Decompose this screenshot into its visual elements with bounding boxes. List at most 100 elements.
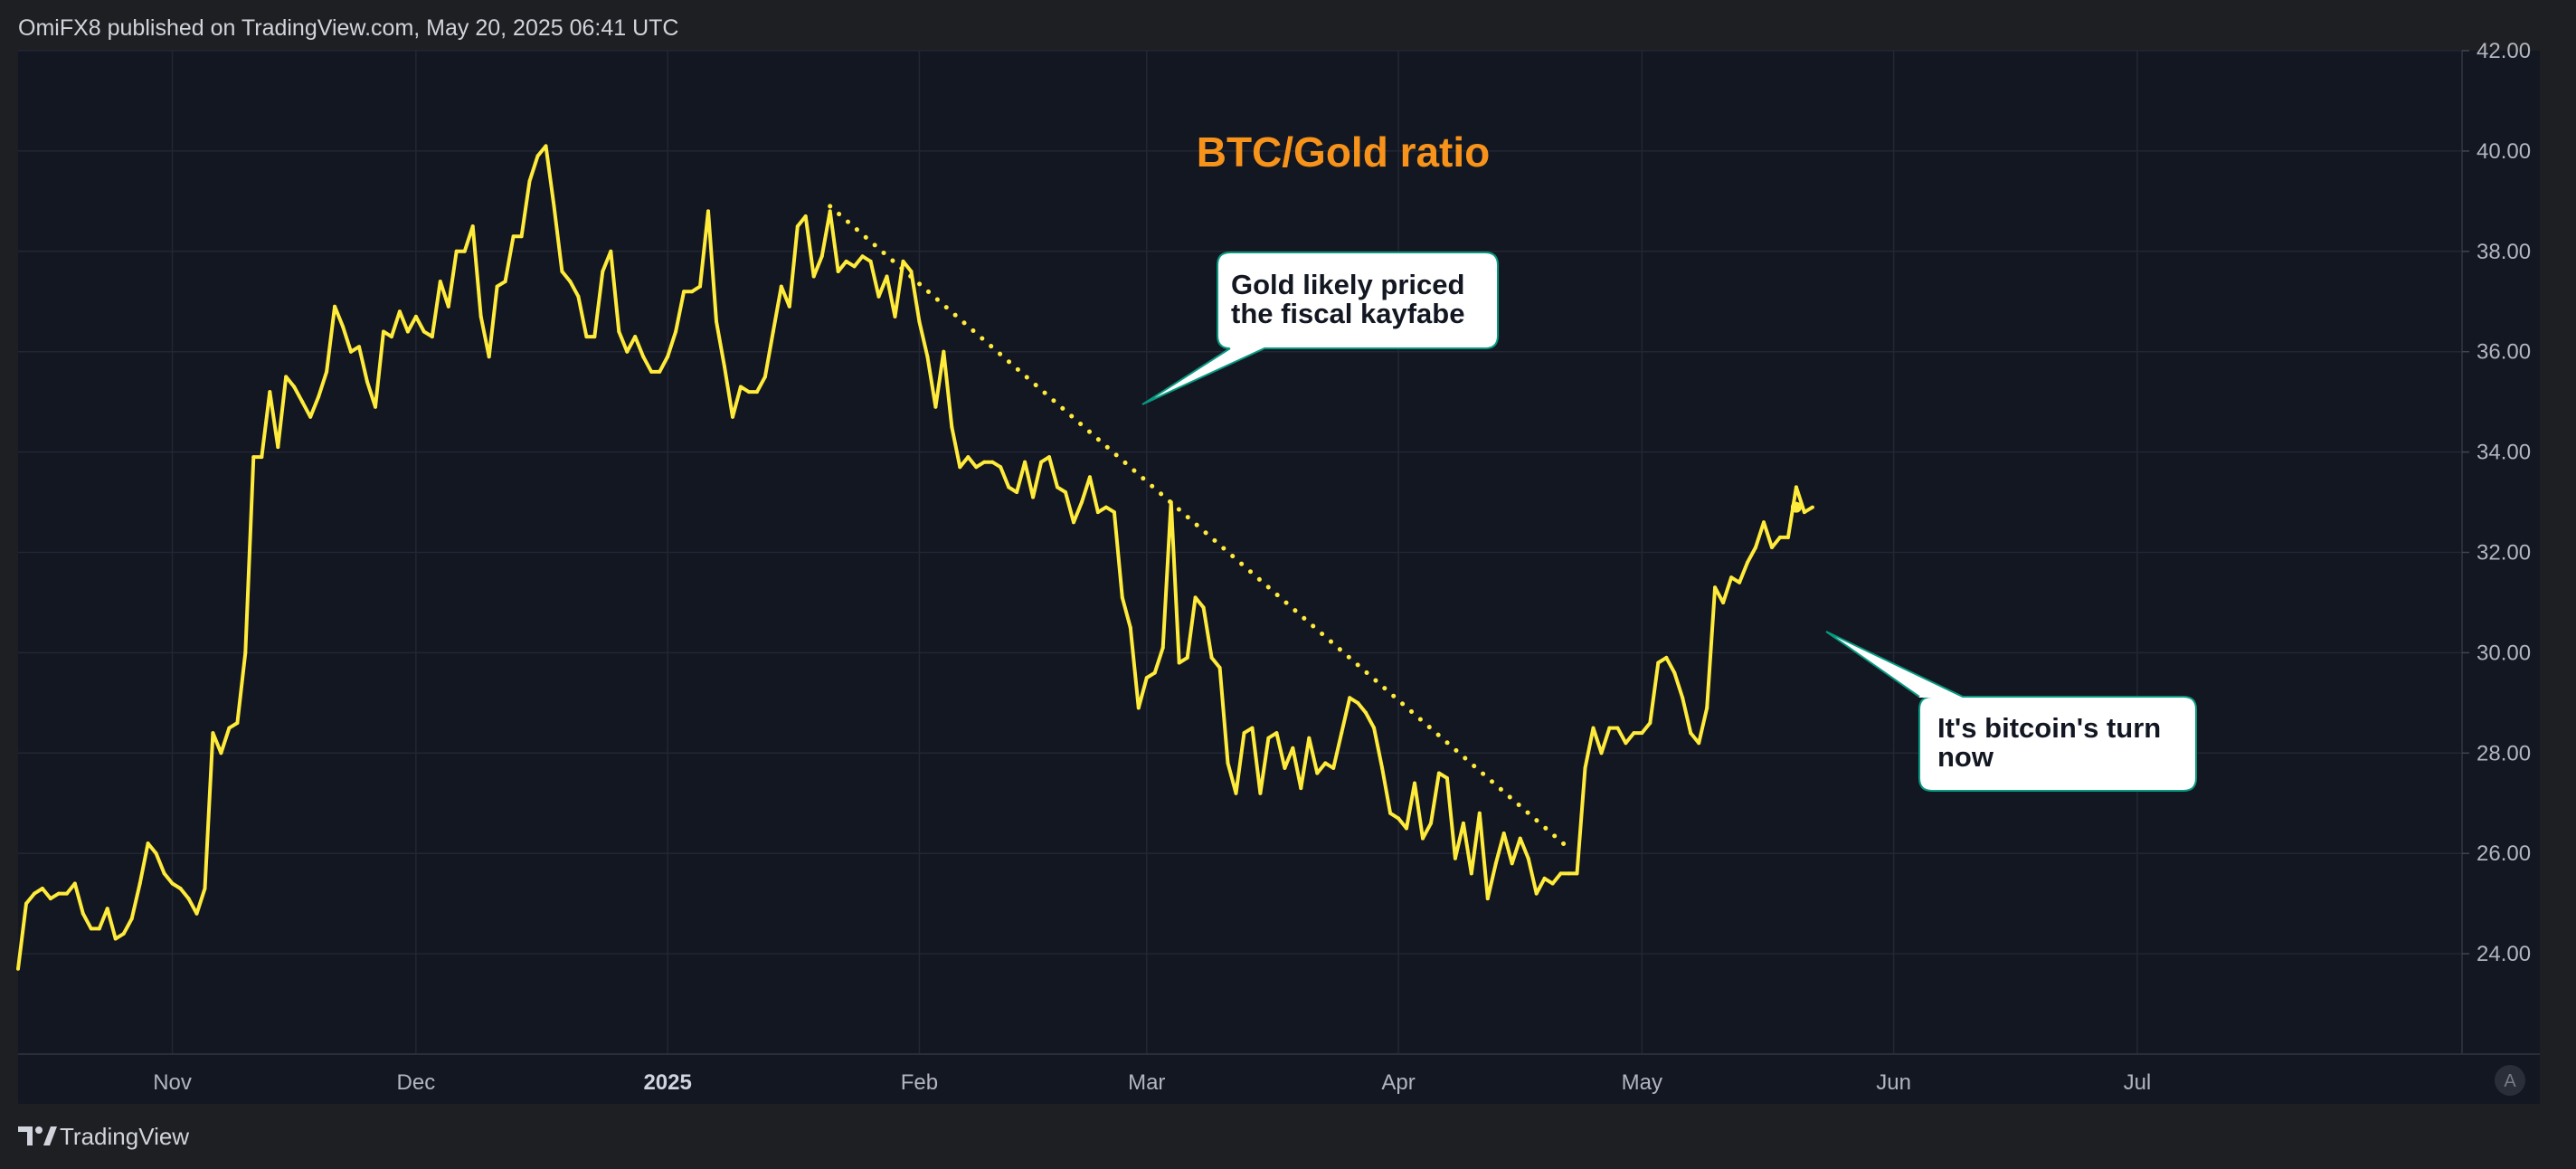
series-points xyxy=(16,144,1814,971)
data-point xyxy=(1746,560,1749,565)
data-point xyxy=(268,390,272,394)
data-point xyxy=(1534,891,1539,896)
data-point xyxy=(1583,765,1587,770)
data-point xyxy=(1453,856,1457,860)
data-point xyxy=(1648,721,1653,725)
y-tick-label: 34.00 xyxy=(2477,441,2531,465)
data-point xyxy=(194,911,199,916)
data-point xyxy=(1056,485,1059,489)
data-point xyxy=(1615,726,1620,730)
callout-gold-pointer-outline xyxy=(1141,347,1265,405)
data-point xyxy=(625,349,630,354)
data-point xyxy=(552,204,556,208)
data-point xyxy=(333,304,337,309)
data-point xyxy=(300,400,305,404)
y-tick-label: 32.00 xyxy=(2477,541,2531,565)
data-point xyxy=(1469,871,1473,876)
data-point xyxy=(1209,655,1214,660)
data-point xyxy=(1493,861,1498,866)
data-point xyxy=(1436,771,1441,775)
data-point xyxy=(219,751,223,756)
data-point xyxy=(909,270,914,273)
data-point xyxy=(308,414,313,419)
x-tick-label: Nov xyxy=(153,1070,192,1095)
data-point xyxy=(454,249,459,253)
data-point xyxy=(1250,726,1255,730)
data-point xyxy=(1656,661,1661,665)
data-point xyxy=(1283,765,1287,770)
price-axis[interactable]: 24.00 26.00 28.00 30.00 32.00 34.00 36.00 38.00… xyxy=(2462,39,2531,966)
data-point xyxy=(80,911,85,916)
data-point xyxy=(357,345,361,349)
data-point xyxy=(1023,460,1028,464)
x-tick-label: Apr xyxy=(1381,1070,1415,1095)
callout-gold-line1: Gold likely priced xyxy=(1231,269,1464,300)
x-tick-label: Jun xyxy=(1876,1070,1911,1095)
data-point xyxy=(33,891,36,896)
data-point xyxy=(658,369,662,374)
data-point xyxy=(1007,485,1011,489)
data-point xyxy=(405,329,410,334)
data-point xyxy=(1291,746,1295,750)
data-point xyxy=(1226,761,1230,765)
data-point xyxy=(1380,765,1385,770)
data-point xyxy=(1372,726,1377,730)
y-tick-label: 30.00 xyxy=(2477,641,2531,665)
data-point xyxy=(1632,731,1636,736)
callout-gold-box xyxy=(1217,252,1499,349)
data-point xyxy=(1429,821,1433,825)
data-point xyxy=(1802,510,1806,515)
data-point xyxy=(682,290,687,294)
data-point xyxy=(243,651,248,655)
data-point xyxy=(852,264,857,269)
data-point xyxy=(1388,811,1393,815)
y-tick-label: 26.00 xyxy=(2477,841,2531,866)
data-point xyxy=(446,304,450,309)
data-point xyxy=(836,270,840,273)
callout-gold[interactable]: Gold likely priced the fiscal kayfabe xyxy=(1141,252,1499,405)
data-point xyxy=(1080,500,1084,504)
data-point xyxy=(56,891,61,896)
data-point xyxy=(1558,871,1563,876)
data-point xyxy=(519,234,524,239)
data-point xyxy=(633,335,638,339)
data-point xyxy=(389,335,393,339)
data-point xyxy=(276,445,280,450)
btc-gold-ratio-line[interactable] xyxy=(16,144,1814,969)
time-axis[interactable]: Nov Dec 2025 Feb Mar Apr May Jun Jul xyxy=(153,1070,2151,1095)
data-point xyxy=(974,465,979,470)
data-point xyxy=(715,319,718,324)
data-point xyxy=(1575,871,1579,876)
data-point xyxy=(1810,505,1814,509)
data-point xyxy=(186,897,191,901)
data-point xyxy=(1015,490,1019,494)
data-point xyxy=(430,335,434,339)
data-point xyxy=(617,329,621,334)
data-point xyxy=(811,274,816,279)
data-point xyxy=(1567,871,1571,876)
data-point xyxy=(1697,741,1701,746)
data-point xyxy=(1501,832,1506,835)
data-point xyxy=(844,259,848,263)
data-point xyxy=(1413,781,1416,785)
tradingview-logo-icon xyxy=(18,1126,57,1145)
data-point xyxy=(1510,861,1514,866)
data-point xyxy=(1072,520,1075,525)
data-point xyxy=(1485,897,1490,901)
data-point xyxy=(1274,731,1279,736)
data-point xyxy=(690,290,695,294)
data-point xyxy=(925,355,930,359)
data-point xyxy=(121,931,126,936)
callout-bitcoin[interactable]: It's bitcoin's turn now xyxy=(1825,631,2197,792)
brand-label: TradingView xyxy=(60,1123,189,1150)
data-point xyxy=(349,349,353,354)
tradingview-logo[interactable]: TradingView xyxy=(18,1123,189,1150)
trendline[interactable] xyxy=(828,204,1572,851)
auto-scale-button[interactable]: A xyxy=(2495,1065,2525,1096)
data-point xyxy=(942,349,946,354)
data-point xyxy=(211,731,215,736)
data-point xyxy=(1624,741,1628,746)
data-point xyxy=(260,455,264,460)
data-point xyxy=(1689,731,1693,736)
data-point xyxy=(738,385,743,389)
